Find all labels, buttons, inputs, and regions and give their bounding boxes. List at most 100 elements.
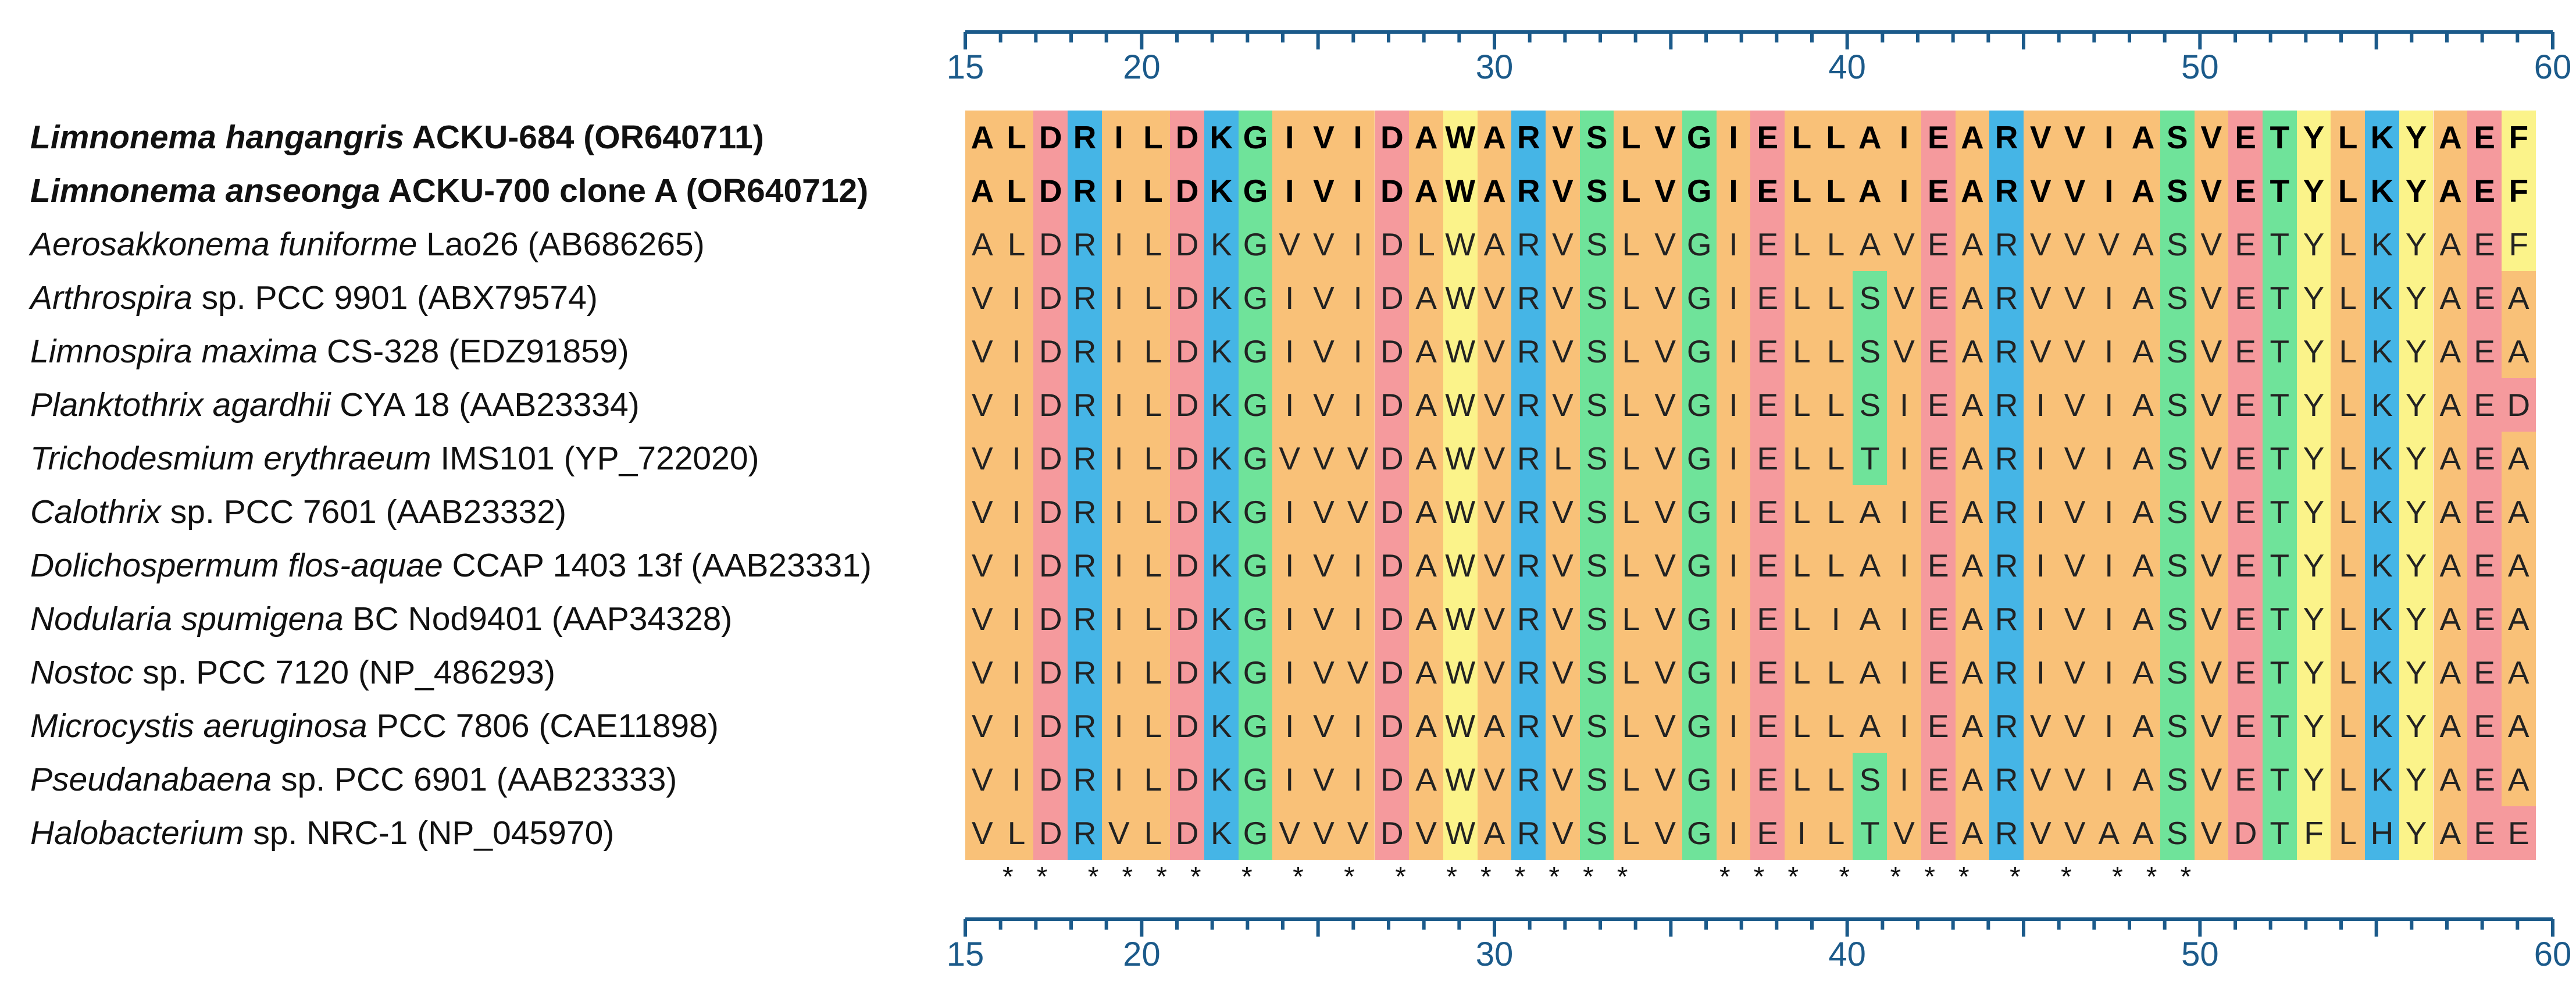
residue-letter: E — [1927, 815, 1949, 851]
residue-cell — [1375, 699, 1410, 753]
residue-letter: V — [2200, 494, 2222, 530]
residue-letter: A — [2132, 333, 2154, 369]
residue-cell — [2467, 164, 2502, 218]
residue-letter: E — [1927, 226, 1949, 262]
residue-letter: A — [1961, 761, 1983, 798]
residue-letter: A — [1483, 815, 1505, 851]
residue-cell — [1682, 539, 1717, 592]
residue-letter: L — [2339, 547, 2357, 583]
residue-letter: W — [1445, 708, 1476, 744]
residue-letter: I — [1353, 547, 1362, 583]
residue-cell — [2126, 539, 2160, 592]
residue-cell — [1477, 485, 1512, 539]
residue-letter: I — [1899, 761, 1909, 798]
residue-cell — [1170, 325, 1204, 378]
residue-letter: S — [2166, 547, 2188, 583]
residue-letter: Y — [2405, 280, 2427, 316]
residue-letter: V — [2200, 173, 2222, 209]
residue-letter: V — [1313, 226, 1335, 262]
residue-letter: E — [1757, 654, 1778, 691]
residue-letter: G — [1686, 761, 1712, 798]
residue-cell — [1409, 699, 1443, 753]
residue-letter: D — [1039, 440, 1062, 476]
residue-letter: V — [2064, 815, 2086, 851]
residue-letter: K — [1210, 387, 1232, 423]
residue-cell — [1750, 539, 1785, 592]
conservation-star: * — [1719, 862, 1731, 892]
residue-cell — [1068, 592, 1102, 646]
residue-cell — [1033, 485, 1068, 539]
residue-letter: I — [1899, 387, 1909, 423]
residue-cell — [1989, 646, 2024, 699]
residue-cell — [1136, 271, 1171, 325]
residue-letter: V — [972, 494, 993, 530]
residue-letter: A — [2439, 654, 2461, 691]
residue-letter: E — [2474, 601, 2495, 637]
residue-letter: I — [1012, 761, 1021, 798]
residue-letter: A — [1483, 708, 1505, 744]
residue-cell — [1716, 699, 1751, 753]
residue-cell — [1340, 378, 1375, 432]
residue-cell — [1785, 111, 1819, 164]
residue-letter: E — [2474, 119, 2495, 155]
residue-letter: E — [2235, 601, 2256, 637]
residue-letter: I — [2104, 173, 2114, 209]
residue-letter: V — [1552, 654, 1574, 691]
conservation-star: * — [1514, 862, 1526, 892]
residue-letter: I — [1114, 547, 1123, 583]
residue-letter: R — [1073, 494, 1097, 530]
residue-letter: A — [2132, 708, 2154, 744]
ruler-label: 20 — [1123, 935, 1161, 973]
conservation-star: * — [2112, 862, 2123, 892]
residue-cell — [1136, 218, 1171, 271]
residue-cell — [1170, 218, 1204, 271]
residue-letter: V — [2064, 387, 2086, 423]
residue-cell — [1955, 753, 1990, 806]
conservation-star: * — [1395, 862, 1406, 892]
residue-letter: Y — [2405, 494, 2427, 530]
residue-letter: D — [1380, 119, 1404, 155]
residue-cell — [1887, 432, 1921, 485]
residue-cell — [1340, 699, 1375, 753]
residue-letter: T — [2270, 494, 2290, 530]
residue-cell — [2194, 592, 2229, 646]
residue-letter: W — [1445, 387, 1476, 423]
residue-letter: I — [1729, 226, 1738, 262]
residue-letter: S — [1586, 119, 1608, 155]
residue-letter: L — [2339, 761, 2357, 798]
residue-cell — [2296, 753, 2331, 806]
residue-cell — [2092, 539, 2127, 592]
residue-letter: L — [1826, 333, 1845, 369]
residue-letter: F — [2509, 119, 2529, 155]
residue-letter: V — [972, 654, 993, 691]
residue-letter: V — [972, 601, 993, 637]
residue-letter: T — [2270, 440, 2290, 476]
residue-cell — [1101, 218, 1136, 271]
residue-letter: V — [2030, 280, 2051, 316]
residue-cell — [2194, 325, 2229, 378]
residue-cell — [2296, 432, 2331, 485]
residue-letter: A — [971, 173, 994, 209]
residue-cell — [1443, 164, 1478, 218]
residue-letter: S — [1586, 226, 1608, 262]
residue-cell — [1682, 753, 1717, 806]
residue-letter: T — [2270, 119, 2290, 155]
residue-letter: L — [1007, 815, 1026, 851]
residue-letter: L — [1792, 173, 1812, 209]
residue-letter: A — [1859, 601, 1881, 637]
residue-letter: L — [1621, 119, 1641, 155]
residue-cell — [1101, 753, 1136, 806]
residue-letter: E — [2474, 547, 2495, 583]
residue-letter: V — [1654, 708, 1676, 744]
residue-cell — [1853, 485, 1888, 539]
residue-letter: A — [1961, 815, 1983, 851]
residue-letter: V — [1483, 440, 1505, 476]
residue-cell — [2024, 164, 2058, 218]
residue-letter: D — [1175, 761, 1199, 798]
residue-cell — [1033, 539, 1068, 592]
residue-cell — [2399, 218, 2434, 271]
residue-letter: R — [1995, 761, 2018, 798]
residue-cell — [2194, 806, 2229, 860]
residue-letter: I — [2104, 440, 2114, 476]
residue-letter: L — [1793, 761, 1811, 798]
